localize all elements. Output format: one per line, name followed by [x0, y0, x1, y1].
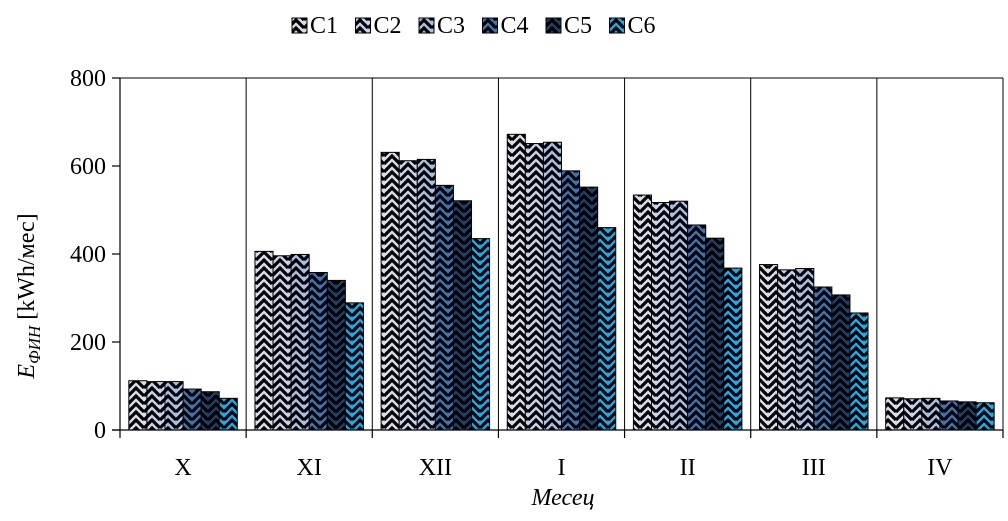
bar-C4-XI: [308, 271, 328, 431]
legend-item-C6: C6: [609, 13, 656, 39]
x-tick-label: XII: [419, 455, 452, 481]
bar-C5-III: [831, 294, 851, 431]
bar-C6-III: [849, 312, 869, 431]
bar-C6-XII: [471, 238, 491, 431]
bar-C1-XI: [254, 250, 274, 431]
y-tick-label: 600: [70, 154, 106, 180]
legend-label: C1: [310, 13, 338, 39]
bar-C5-XI: [326, 279, 346, 431]
legend-swatch: [545, 17, 562, 34]
legend-label: C2: [374, 13, 402, 39]
bar-C2-XII: [398, 160, 418, 431]
bar-C6-X: [218, 397, 238, 431]
bar-C1-XII: [380, 151, 400, 431]
bar-C6-II: [723, 267, 743, 431]
legend-label: C4: [501, 13, 529, 39]
y-axis-subscript: ФИН: [25, 324, 44, 364]
bar-C4-IV: [939, 400, 959, 431]
bar-C6-IV: [975, 402, 995, 431]
y-tick-label: 0: [94, 418, 106, 444]
bar-C2-IV: [903, 398, 923, 431]
legend-swatch: [355, 17, 371, 34]
bar-C1-III: [759, 264, 779, 431]
bar-C3-X: [164, 381, 184, 431]
x-tick-label: IV: [927, 455, 953, 481]
legend-label: C5: [564, 13, 592, 39]
legend-item-C1: C1: [291, 13, 338, 39]
legend-swatch: [609, 17, 625, 34]
bar-C5-XII: [452, 200, 473, 431]
bar-C6-XI: [344, 302, 364, 431]
legend-label: C6: [628, 13, 656, 39]
legend-swatch: [418, 17, 435, 34]
bar-C1-II: [632, 194, 652, 431]
bar-C1-X: [128, 380, 148, 431]
bar-C5-IV: [957, 401, 977, 431]
legend: C1 C2 C3 C4 C5 C6: [291, 13, 656, 39]
bar-C3-XII: [416, 158, 436, 431]
bar-C3-II: [669, 200, 689, 431]
y-tick-label: 200: [70, 330, 106, 356]
bar-C3-XI: [290, 253, 310, 431]
x-tick-labels: X XI XII I II III IV: [174, 455, 953, 481]
bar-C3-I: [542, 141, 562, 431]
bar-C5-X: [200, 391, 220, 431]
y-tick-labels: 0 200 400 600 800: [70, 66, 106, 444]
y-tick-label: 400: [70, 242, 106, 268]
legend-item-C3: C3: [418, 13, 465, 39]
legend-label: C3: [437, 13, 465, 39]
x-axis-title: Месец: [531, 485, 595, 511]
y-axis-title: EФИН [kWh/мес]: [14, 213, 44, 379]
x-tick-label: I: [558, 455, 566, 481]
bar-C3-IV: [921, 397, 941, 431]
bar-C2-II: [650, 202, 671, 431]
x-tick-label: III: [802, 455, 826, 481]
x-tick-label: XI: [297, 455, 322, 481]
bar-C4-I: [561, 170, 581, 431]
legend-swatch: [482, 17, 498, 34]
bar-C5-II: [705, 237, 725, 431]
bar-C5-I: [579, 186, 599, 431]
legend-item-C5: C5: [545, 13, 592, 39]
bar-C6-I: [597, 227, 617, 431]
plot-area: [119, 77, 1004, 430]
y-axis-symbol: E: [14, 364, 40, 380]
y-axis-unit: [kWh/мес]: [14, 213, 40, 325]
bar-C3-III: [795, 268, 815, 431]
x-tick-label: X: [174, 455, 191, 481]
bar-C2-X: [146, 381, 166, 431]
bar-C4-III: [813, 286, 833, 431]
legend-item-C4: C4: [482, 13, 529, 39]
bars: [128, 133, 995, 431]
bar-C4-X: [182, 388, 202, 431]
y-tick-label: 800: [70, 66, 106, 92]
axes: [112, 77, 1004, 438]
legend-item-C2: C2: [355, 13, 402, 39]
bar-C2-XI: [272, 255, 292, 431]
bar-C4-II: [687, 224, 707, 431]
bar-C1-IV: [885, 397, 905, 431]
x-tick-label: II: [680, 455, 696, 481]
bar-C2-I: [524, 143, 544, 431]
bar-C2-III: [777, 269, 797, 431]
bar-C1-I: [506, 133, 526, 431]
bar-C4-XII: [434, 184, 454, 431]
legend-swatch: [291, 17, 308, 34]
